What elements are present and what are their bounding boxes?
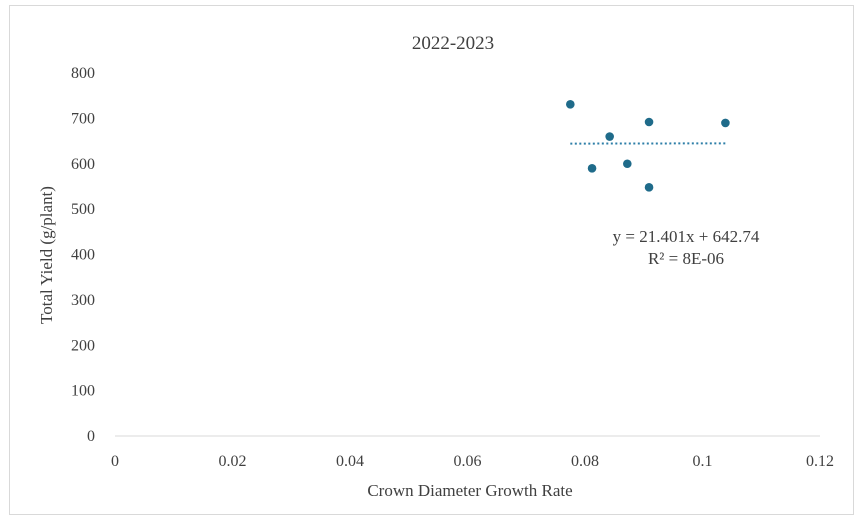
x-tick-label: 0.12	[806, 453, 834, 470]
y-tick-label: 100	[71, 383, 95, 400]
y-axis-label: Total Yield (g/plant)	[37, 186, 56, 324]
data-point	[644, 183, 654, 192]
chart-title: 2022-2023	[412, 33, 494, 54]
x-tick-label: 0.02	[219, 453, 247, 470]
data-point	[587, 163, 597, 173]
x-axis-ticks: 0 0.02 0.04 0.06 0.08 0.1 0.12	[111, 453, 834, 470]
trendline-r-squared: R² = 8E-06	[648, 249, 724, 268]
y-tick-label: 300	[71, 292, 95, 309]
x-axis-label: Crown Diameter Growth Rate	[367, 481, 572, 500]
x-tick-label: 0.1	[693, 453, 713, 470]
y-tick-label: 400	[71, 247, 95, 264]
y-tick-label: 600	[71, 156, 95, 173]
data-point	[605, 132, 614, 141]
data-points	[566, 100, 730, 192]
chart-frame	[9, 5, 854, 515]
x-tick-label: 0.08	[571, 453, 599, 470]
data-point	[644, 117, 654, 127]
y-tick-label: 700	[71, 110, 95, 127]
y-tick-label: 800	[71, 65, 95, 82]
x-tick-label: 0.04	[336, 453, 364, 470]
y-tick-label: 200	[71, 337, 95, 354]
x-tick-label: 0	[111, 453, 119, 470]
y-axis-ticks: 0 100 200 300 400 500 600 700 800	[71, 65, 95, 445]
x-tick-label: 0.06	[454, 453, 482, 470]
data-point	[623, 159, 632, 169]
y-tick-label: 0	[87, 428, 95, 445]
data-point	[721, 118, 730, 128]
y-tick-label: 500	[71, 201, 95, 218]
trendline-equation: y = 21.401x + 642.74	[613, 227, 760, 246]
data-point	[566, 100, 575, 109]
